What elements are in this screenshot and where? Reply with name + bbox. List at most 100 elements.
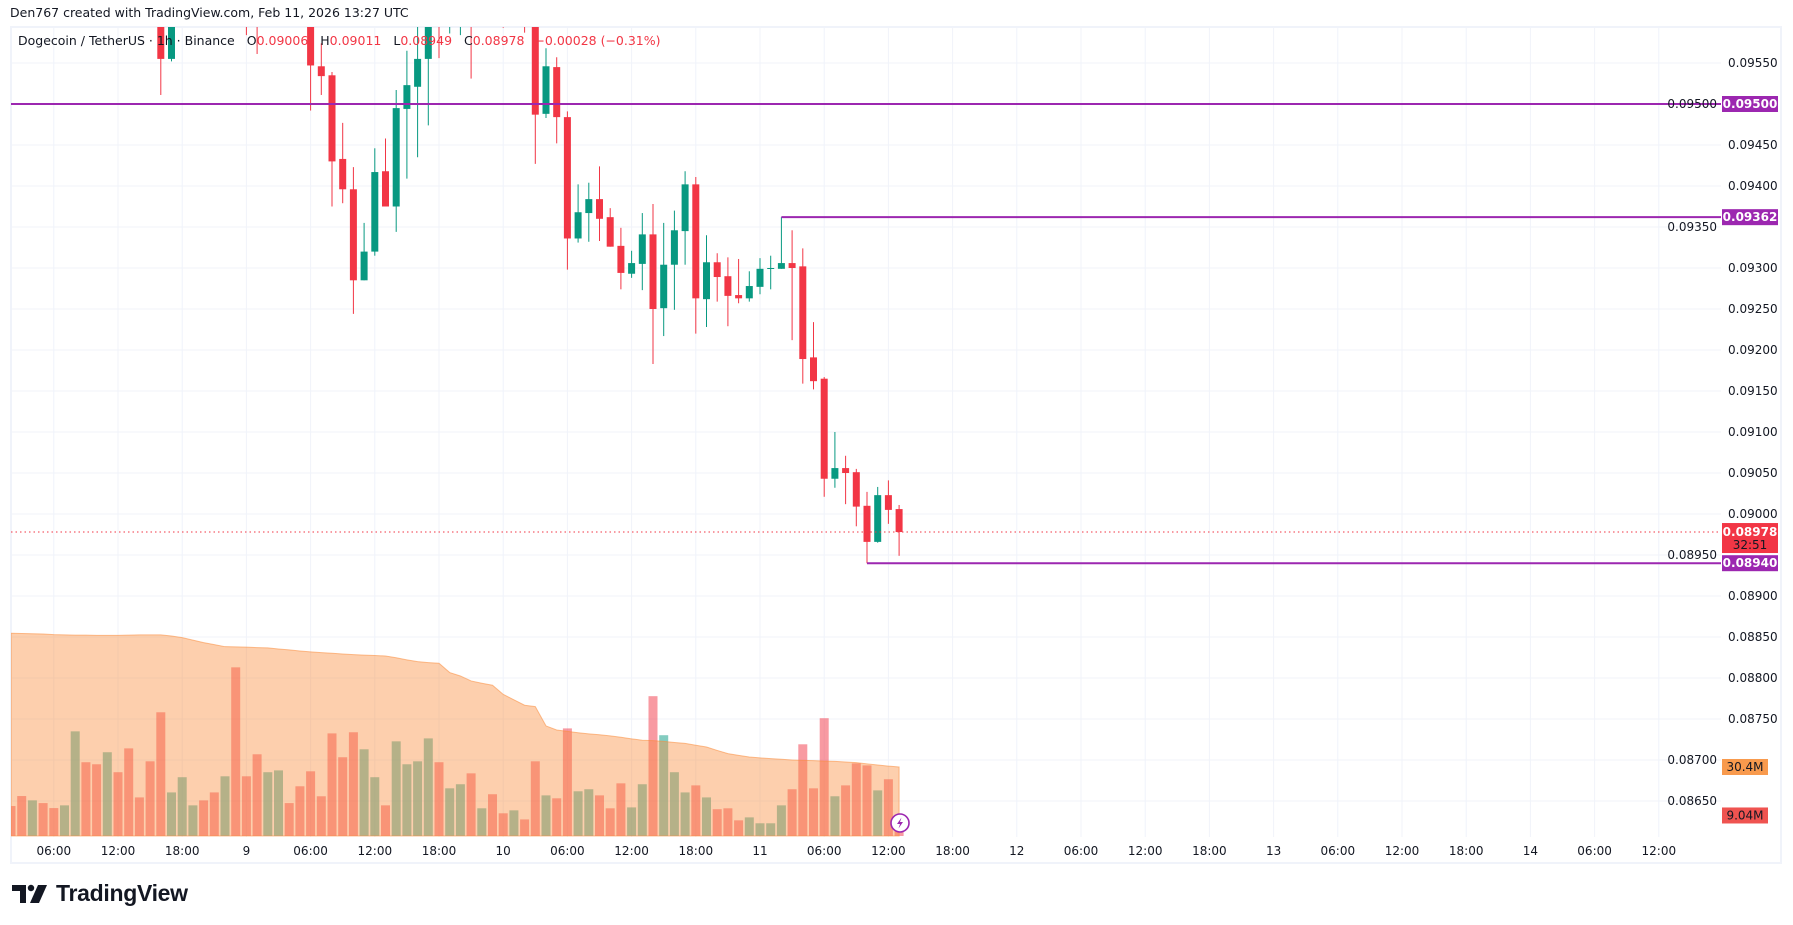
symbol-title[interactable]: Dogecoin / TetherUS · 1h · Binance <box>18 33 235 48</box>
candle[interactable] <box>307 0 315 111</box>
volume-bar <box>637 784 647 836</box>
volume-last-badge <box>1722 807 1768 824</box>
candle-body <box>606 217 614 247</box>
candle[interactable] <box>446 0 453 34</box>
candle[interactable] <box>863 491 871 564</box>
candle[interactable] <box>874 486 882 543</box>
volume-bar <box>659 735 669 836</box>
candle[interactable] <box>500 0 507 28</box>
candle[interactable] <box>735 258 743 304</box>
candle[interactable] <box>436 0 443 59</box>
level-price-label: 0.09500 <box>1723 97 1778 111</box>
candle[interactable] <box>403 50 411 179</box>
candle[interactable] <box>457 0 464 36</box>
candle[interactable] <box>649 204 657 364</box>
horizontal-levels[interactable] <box>11 103 1721 565</box>
candle[interactable] <box>745 271 753 302</box>
candle[interactable] <box>777 217 785 269</box>
candle[interactable] <box>328 72 336 207</box>
tradingview-logo[interactable]: TradingView <box>12 880 188 907</box>
candle[interactable] <box>382 138 389 207</box>
candle[interactable] <box>628 250 636 278</box>
candle[interactable] <box>842 455 850 505</box>
candle[interactable] <box>703 235 710 328</box>
volume-bar <box>209 792 219 836</box>
candle[interactable] <box>371 148 379 256</box>
candle[interactable] <box>243 0 250 36</box>
candle-body <box>317 66 325 77</box>
candle[interactable] <box>756 258 764 295</box>
candle[interactable] <box>660 222 668 337</box>
volume-bar <box>669 772 679 836</box>
candle[interactable] <box>254 0 261 54</box>
time-tick-label: 06:00 <box>37 844 72 858</box>
candle[interactable] <box>670 210 678 310</box>
candle[interactable] <box>692 176 700 334</box>
candle-body <box>424 27 432 59</box>
candle[interactable] <box>521 0 528 33</box>
candle[interactable] <box>157 0 165 95</box>
level-price-label: 0.08940 <box>1723 556 1778 570</box>
candle[interactable] <box>895 504 903 556</box>
candle[interactable] <box>681 171 689 265</box>
volume-bar <box>102 752 112 836</box>
volume-bar <box>873 790 883 836</box>
volume-bar <box>595 795 604 836</box>
price-axis[interactable]: 0.09550 0.09500 0.09450 0.09400 0.09350 0.093… <box>1667 56 1777 808</box>
candle-body <box>307 27 315 66</box>
chart-credit: Den767 created with TradingView.com, Feb… <box>10 5 409 20</box>
candle[interactable] <box>585 182 593 242</box>
candle-body <box>628 263 636 274</box>
candle[interactable] <box>531 0 539 164</box>
candle[interactable] <box>799 248 807 384</box>
time-tick-label: 18:00 <box>165 844 200 858</box>
time-tick-label: 14 <box>1523 844 1538 858</box>
volume-bar <box>413 761 423 836</box>
price-tick-label: 0.09550 <box>1728 56 1778 70</box>
candle[interactable] <box>168 0 175 62</box>
time-tick-label: 11 <box>752 844 767 858</box>
volume-bar <box>702 797 711 836</box>
price-tick-label: 0.08700 <box>1667 753 1717 767</box>
candle[interactable] <box>831 432 839 488</box>
candle-body <box>596 199 603 219</box>
candle[interactable] <box>884 480 892 524</box>
candle[interactable] <box>542 48 550 118</box>
candle[interactable] <box>349 167 357 314</box>
candle[interactable] <box>574 184 582 243</box>
volume-bar <box>776 805 786 836</box>
candle[interactable] <box>606 208 614 247</box>
candle[interactable] <box>820 377 828 497</box>
volume-bar <box>766 823 776 836</box>
candle[interactable] <box>596 166 603 241</box>
candle[interactable] <box>414 14 422 158</box>
candle[interactable] <box>810 322 817 390</box>
time-axis[interactable]: 06:00 12:00 18:00 9 06:00 12:00 18:00 10 06:00 12… <box>37 844 1677 858</box>
candle[interactable] <box>724 257 732 327</box>
candle[interactable] <box>317 43 325 95</box>
volume-bar <box>327 733 337 836</box>
lightning-icon[interactable] <box>890 813 910 833</box>
candle[interactable] <box>638 213 646 291</box>
candle[interactable] <box>339 122 347 204</box>
volume-bar <box>60 805 69 836</box>
candle[interactable] <box>553 57 561 144</box>
candle[interactable] <box>617 227 625 290</box>
candle-body <box>852 472 860 507</box>
candle[interactable] <box>788 230 796 341</box>
candle[interactable] <box>392 90 400 232</box>
candle[interactable] <box>852 468 860 527</box>
candle[interactable] <box>563 111 571 270</box>
price-tick-label: 0.09250 <box>1728 302 1778 316</box>
candle[interactable] <box>360 222 368 281</box>
price-tick-label: 0.09150 <box>1728 384 1778 398</box>
candle-body <box>339 158 347 190</box>
candle[interactable] <box>713 253 721 302</box>
candle[interactable] <box>468 0 475 79</box>
candle-body <box>617 245 625 273</box>
candle-body <box>446 0 453 14</box>
price-tick-label: 0.09100 <box>1728 425 1778 439</box>
candle[interactable] <box>767 255 775 290</box>
candle-body <box>831 468 839 479</box>
